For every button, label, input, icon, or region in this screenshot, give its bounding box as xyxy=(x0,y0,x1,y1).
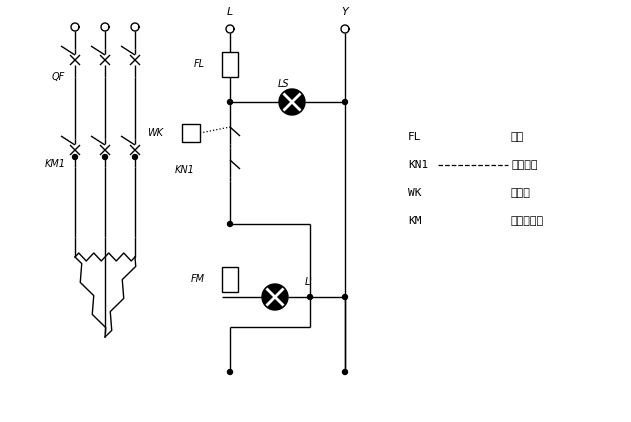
Text: 交流接触器: 交流接触器 xyxy=(510,216,543,226)
Text: FL: FL xyxy=(194,59,205,69)
Polygon shape xyxy=(343,100,348,105)
Text: 温控件: 温控件 xyxy=(510,188,530,198)
Text: KM: KM xyxy=(408,216,422,226)
Text: 保温: 保温 xyxy=(510,132,523,142)
Polygon shape xyxy=(343,295,348,300)
Polygon shape xyxy=(279,89,305,115)
Polygon shape xyxy=(73,154,78,160)
Polygon shape xyxy=(343,370,348,374)
Text: WK: WK xyxy=(147,128,163,138)
Polygon shape xyxy=(228,100,232,105)
Text: QF: QF xyxy=(52,72,65,82)
Text: KN1: KN1 xyxy=(408,160,428,170)
Text: FM: FM xyxy=(191,274,205,284)
Text: KM1: KM1 xyxy=(45,159,66,169)
Bar xyxy=(222,52,238,77)
Bar xyxy=(182,124,200,142)
Polygon shape xyxy=(133,154,138,160)
Polygon shape xyxy=(228,222,232,227)
Text: L': L' xyxy=(305,277,313,287)
Text: Y: Y xyxy=(341,7,348,17)
Text: WK: WK xyxy=(408,188,422,198)
Text: L: L xyxy=(227,7,233,17)
Text: 急停按鈕: 急停按鈕 xyxy=(511,160,538,170)
Text: FL: FL xyxy=(408,132,422,142)
Bar xyxy=(222,267,238,292)
Polygon shape xyxy=(307,295,312,300)
Polygon shape xyxy=(262,284,288,310)
Polygon shape xyxy=(102,154,107,160)
Text: LS: LS xyxy=(278,79,290,89)
Text: KN1: KN1 xyxy=(175,165,195,175)
Polygon shape xyxy=(228,370,232,374)
